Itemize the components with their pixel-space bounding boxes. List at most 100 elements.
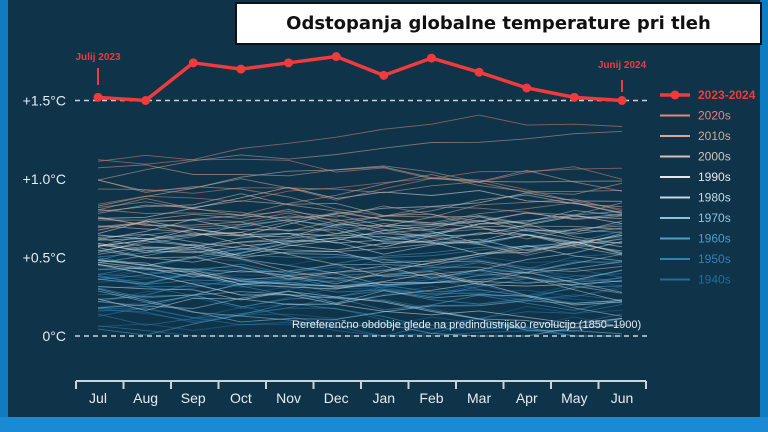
series-line-2023-2024: [97, 54, 623, 103]
decade-line-2010s: [97, 201, 623, 224]
x-tick-label: May: [561, 390, 587, 406]
decade-line-1990s: [97, 263, 623, 325]
bottom-strip: [0, 417, 768, 432]
decade-line-1970s: [97, 288, 623, 323]
decade-line-1970s: [97, 277, 623, 300]
decade-line-2020s: [97, 154, 623, 210]
decade-line-2000s: [97, 225, 623, 302]
legend-label-2023-2024: 2023-2024: [698, 88, 756, 102]
decade-line-1980s: [97, 209, 623, 255]
x-tick-label: Jul: [89, 390, 107, 406]
decade-line-2000s: [97, 260, 623, 285]
series-point-2023-2024: [522, 83, 532, 93]
decade-line-1960s: [97, 238, 623, 275]
x-tick-label: Dec: [324, 390, 349, 406]
decade-line-1980s: [97, 260, 623, 287]
x-tick-label: Sep: [181, 390, 206, 406]
decade-line-1990s: [97, 232, 623, 255]
decade-line-2000s: [97, 166, 623, 207]
chart-title: Odstopanja globalne temperature pri tleh: [286, 13, 711, 34]
decade-line-2020s: [97, 114, 623, 165]
decade-line-2000s: [97, 194, 623, 232]
legend-label-1970s: 1970s: [698, 211, 731, 225]
decade-line-1960s: [97, 272, 623, 311]
series-point-2023-2024: [141, 96, 151, 105]
decade-line-2000s: [97, 193, 623, 256]
decade-line-2000s: [97, 243, 623, 293]
decade-line-2020s: [97, 167, 623, 201]
decade-line-1940s: [97, 316, 623, 331]
decade-line-2010s: [97, 130, 623, 181]
decade-line-2010s: [97, 197, 623, 222]
legend-label-1950s: 1950s: [698, 252, 731, 266]
x-tick-label: Jan: [373, 390, 396, 406]
x-tick-label: Feb: [419, 390, 443, 406]
decade-line-1950s: [97, 276, 623, 301]
x-tick-label: Aug: [133, 390, 158, 406]
decade-line-2000s: [97, 208, 623, 245]
decade-line-1950s: [97, 270, 623, 323]
decade-line-2010s: [97, 215, 623, 256]
legend-label-2010s: 2010s: [698, 129, 731, 143]
chart-title-box: Odstopanja globalne temperature pri tleh: [235, 2, 762, 45]
series-point-2023-2024: [617, 96, 627, 105]
decade-line-1990s: [97, 212, 623, 257]
decade-line-2000s: [97, 234, 623, 280]
decade-line-1980s: [97, 241, 623, 279]
decade-line-1970s: [97, 290, 623, 317]
x-tick-label: Nov: [276, 390, 301, 406]
decade-line-1990s: [97, 186, 623, 219]
y-tick-label: +1.0°C: [23, 171, 66, 187]
decade-line-1980s: [97, 233, 623, 264]
series-point-2023-2024: [236, 64, 246, 74]
decade-line-2010s: [97, 164, 623, 195]
decade-line-2000s: [97, 215, 623, 250]
decade-line-1990s: [97, 192, 623, 247]
decade-line-1970s: [97, 210, 623, 252]
end-label: Junij 2024: [598, 60, 647, 71]
y-tick-label: +0.5°C: [23, 250, 66, 266]
x-tick-label: Apr: [516, 390, 538, 406]
series-point-2023-2024: [426, 53, 436, 63]
x-tick-label: Jun: [611, 390, 634, 406]
decade-line-1950s: [97, 307, 623, 337]
decade-line-1960s: [97, 302, 622, 337]
x-tick-label: Oct: [230, 390, 252, 406]
legend-label-1960s: 1960s: [698, 232, 731, 246]
reference-line-label: Rereferenčno obdobje glede na predindust…: [292, 319, 641, 331]
series-point-2023-2024: [93, 92, 103, 102]
decade-line-2010s: [97, 169, 623, 194]
series-point-2023-2024: [331, 52, 341, 62]
decade-line-1950s: [97, 307, 623, 331]
start-label: Julij 2023: [75, 52, 120, 63]
decade-line-2020s: [97, 166, 623, 205]
decade-line-1990s: [97, 264, 623, 290]
decade-line-1970s: [97, 218, 623, 247]
decade-line-1970s: [97, 290, 623, 337]
series-point-2023-2024: [284, 58, 294, 68]
legend-label-2000s: 2000s: [698, 150, 731, 164]
decade-line-1950s: [97, 303, 623, 337]
series-point-2023-2024: [188, 58, 198, 68]
legend-label-1980s: 1980s: [698, 191, 731, 205]
legend-marker-2023-2024: [670, 90, 680, 100]
decade-line-1960s: [97, 223, 623, 261]
legend-label-1990s: 1990s: [698, 170, 731, 184]
y-tick-label: 0°C: [43, 328, 67, 344]
series-point-2023-2024: [379, 70, 389, 80]
decade-line-1980s: [97, 282, 623, 311]
decade-line-1990s: [97, 220, 623, 248]
legend-label-1940s: 1940s: [698, 273, 731, 287]
decade-line-2010s: [97, 221, 623, 240]
decade-line-1980s: [97, 227, 623, 255]
decade-line-1990s: [97, 215, 623, 237]
series-point-2023-2024: [569, 92, 579, 102]
legend-label-2020s: 2020s: [698, 109, 731, 123]
x-tick-label: Mar: [467, 390, 491, 406]
y-tick-label: +1.5°C: [23, 93, 66, 109]
decade-line-1990s: [97, 214, 623, 254]
decade-line-1970s: [97, 261, 623, 275]
series-point-2023-2024: [474, 67, 484, 77]
decade-line-1950s: [97, 273, 623, 297]
